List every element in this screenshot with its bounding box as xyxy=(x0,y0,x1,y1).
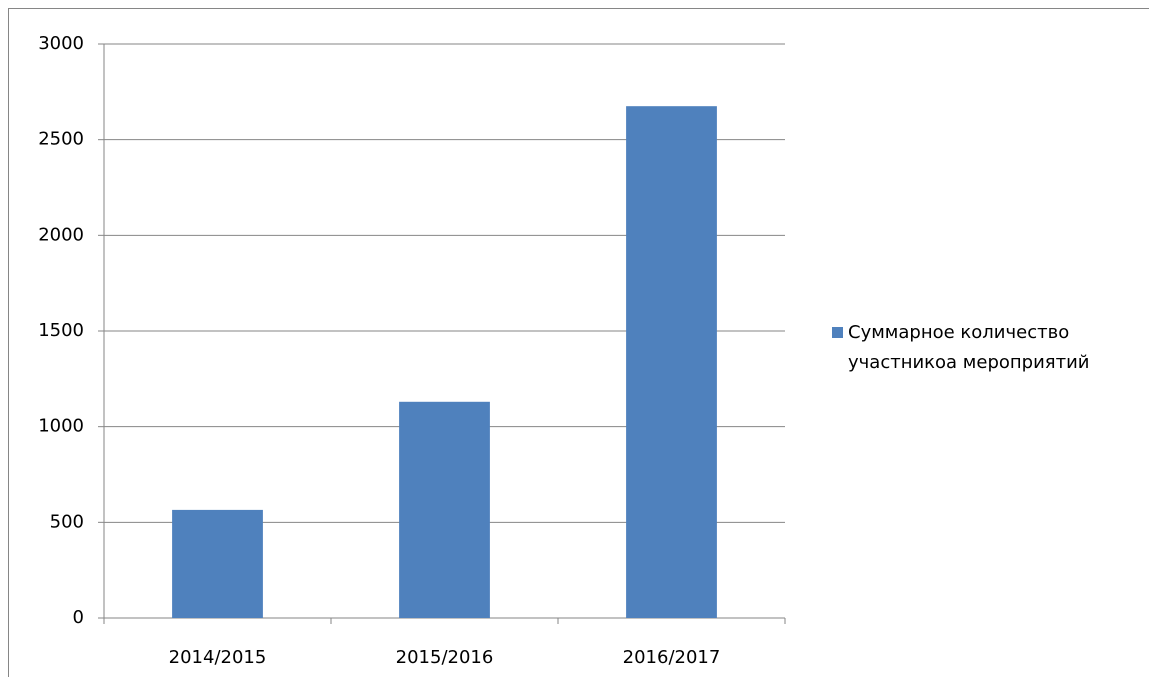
x-tick-label: 2016/2017 xyxy=(623,647,721,668)
y-tick-label: 500 xyxy=(50,511,84,532)
y-tick-label: 1500 xyxy=(38,320,84,341)
x-tick-label: 2014/2015 xyxy=(169,647,267,668)
chart-border xyxy=(8,8,1149,677)
y-tick-label: 2500 xyxy=(38,129,84,150)
y-tick-label: 0 xyxy=(73,607,84,628)
bar xyxy=(626,106,717,618)
y-tick-label: 1000 xyxy=(38,416,84,437)
x-tick-label: 2015/2016 xyxy=(396,647,494,668)
legend-swatch xyxy=(832,327,843,338)
legend: Суммарное количество участникоа мероприя… xyxy=(832,318,1142,378)
y-tick-label: 2000 xyxy=(38,224,84,245)
bar xyxy=(399,401,490,618)
bar xyxy=(172,509,263,618)
y-tick-label: 3000 xyxy=(38,33,84,54)
legend-label: Суммарное количество участникоа мероприя… xyxy=(848,322,1090,373)
